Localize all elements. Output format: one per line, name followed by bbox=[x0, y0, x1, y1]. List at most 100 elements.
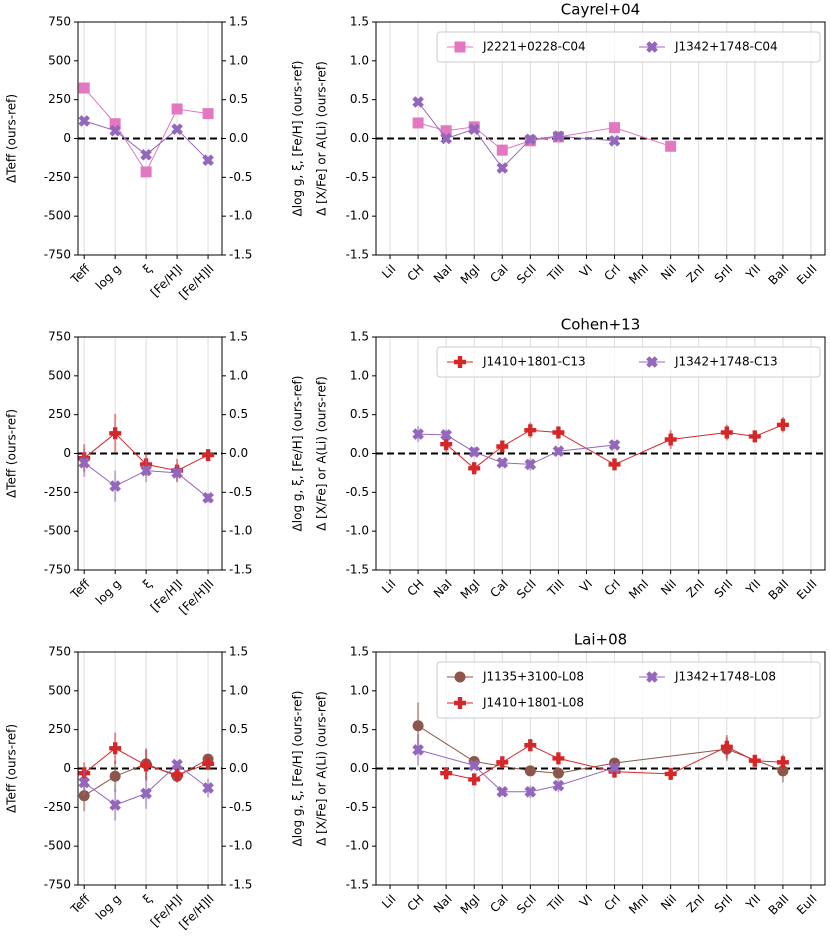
x-tick-label: CaI bbox=[487, 892, 511, 916]
y2-tick-label: -0.5 bbox=[229, 800, 252, 814]
x-tick-label: EuII bbox=[794, 577, 820, 603]
data-point bbox=[468, 773, 481, 786]
x-tick-label: MgI bbox=[458, 262, 483, 287]
y2-tick-label: 0.5 bbox=[229, 407, 248, 421]
data-point bbox=[440, 429, 452, 441]
x-tick-label: NiI bbox=[658, 262, 679, 283]
y-tick-label: 750 bbox=[48, 15, 71, 29]
x-tick-label: NaI bbox=[431, 262, 455, 286]
legend-label: J2221+0228-C04 bbox=[482, 40, 586, 54]
x-tick-label: NaI bbox=[431, 892, 455, 916]
y-tick-label: -1.0 bbox=[346, 839, 369, 853]
y-tick-label: -250 bbox=[44, 170, 71, 184]
data-point bbox=[202, 449, 215, 462]
data-point bbox=[524, 786, 537, 798]
data-point bbox=[608, 458, 621, 471]
legend-marker bbox=[646, 41, 658, 53]
data-point bbox=[496, 786, 509, 798]
x-tick-label: EuII bbox=[794, 892, 820, 918]
data-point bbox=[202, 154, 214, 166]
data-point bbox=[524, 133, 537, 146]
data-point bbox=[468, 123, 480, 135]
y-tick-label: 250 bbox=[48, 407, 71, 421]
y2-tick-label: 0.0 bbox=[229, 131, 248, 145]
x-tick-label: TiII bbox=[544, 892, 567, 915]
y2-axis-label: Δlog g, ξ, [Fe/H] (ours-ref) bbox=[291, 376, 305, 532]
data-point bbox=[720, 740, 733, 753]
legend-label: J1410+1801-L08 bbox=[482, 696, 584, 710]
y-tick-label: 1.5 bbox=[350, 645, 369, 659]
legend-label: J1410+1801-C13 bbox=[482, 355, 586, 369]
y2-tick-label: -1.0 bbox=[229, 839, 252, 853]
x-tick-label: SrII bbox=[712, 892, 736, 916]
data-point bbox=[171, 467, 183, 479]
legend-marker bbox=[646, 356, 658, 368]
data-point bbox=[412, 744, 424, 756]
data-point bbox=[720, 426, 733, 439]
x-tick-label: [Fe/H]II bbox=[176, 892, 216, 932]
data-point bbox=[171, 123, 183, 135]
data-point bbox=[496, 457, 509, 469]
x-tick-label: ScII bbox=[514, 892, 539, 917]
axes-frame bbox=[77, 651, 223, 886]
axes-frame bbox=[77, 21, 223, 256]
data-point bbox=[552, 445, 565, 457]
data-point bbox=[78, 457, 90, 469]
axes-frame bbox=[375, 21, 826, 256]
data-point bbox=[202, 782, 214, 794]
panel-title: Cohen+13 bbox=[561, 316, 641, 334]
y-axis-label: ΔTeff (ours-ref) bbox=[5, 94, 19, 183]
y-tick-label: 1.0 bbox=[350, 683, 369, 697]
y-axis-label: Δ [X/Fe] or A(Li) (ours-ref) bbox=[315, 376, 329, 531]
y2-tick-label: 1.5 bbox=[229, 330, 248, 344]
y-tick-label: -750 bbox=[44, 563, 71, 577]
x-tick-label: NiI bbox=[658, 892, 679, 913]
legend-label: J1342+1748-C13 bbox=[674, 355, 778, 369]
data-point bbox=[109, 742, 122, 755]
y2-tick-label: -0.5 bbox=[229, 170, 252, 184]
data-point bbox=[776, 418, 789, 431]
data-point bbox=[748, 430, 761, 443]
y-tick-label: 0.5 bbox=[350, 92, 369, 106]
data-point bbox=[608, 761, 621, 774]
y2-tick-label: 0.0 bbox=[229, 446, 248, 460]
data-point bbox=[140, 149, 152, 161]
legend-box bbox=[436, 346, 821, 378]
y-tick-label: -500 bbox=[44, 209, 71, 223]
legend-marker bbox=[454, 356, 466, 368]
y-axis-label: ΔTeff (ours-ref) bbox=[5, 409, 19, 498]
data-point bbox=[78, 776, 90, 789]
panel-title: Cayrel+04 bbox=[561, 1, 640, 19]
x-tick-label: MnI bbox=[626, 892, 651, 917]
y2-tick-label: 1.0 bbox=[229, 53, 248, 67]
axes-frame bbox=[375, 651, 826, 886]
x-tick-label: SrII bbox=[712, 262, 736, 286]
data-point bbox=[109, 480, 121, 492]
x-tick-label: ξ bbox=[140, 892, 155, 907]
data-point bbox=[496, 756, 509, 769]
legend-box bbox=[436, 661, 821, 719]
x-tick-label: MgI bbox=[458, 892, 483, 917]
y2-tick-label: 1.5 bbox=[229, 645, 248, 659]
data-point bbox=[171, 103, 183, 115]
y-tick-label: -1.0 bbox=[346, 524, 369, 538]
x-tick-label: ScII bbox=[514, 577, 539, 602]
y-tick-label: -1.5 bbox=[346, 248, 369, 262]
x-tick-label: [Fe/H]II bbox=[176, 577, 216, 617]
legend-marker bbox=[454, 697, 466, 709]
data-point bbox=[440, 767, 453, 780]
data-point bbox=[202, 757, 215, 770]
series-line bbox=[446, 744, 783, 780]
legend-marker bbox=[646, 671, 658, 683]
x-tick-label: BaII bbox=[766, 577, 792, 603]
data-point bbox=[496, 162, 509, 174]
legend-box bbox=[436, 31, 821, 63]
data-point bbox=[777, 765, 789, 777]
y2-tick-label: -1.5 bbox=[229, 248, 252, 262]
y-axis-label: ΔTeff (ours-ref) bbox=[5, 724, 19, 813]
y2-tick-label: 1.0 bbox=[229, 683, 248, 697]
x-tick-label: log g bbox=[93, 262, 124, 293]
data-point bbox=[109, 118, 121, 130]
x-tick-label: VI bbox=[577, 262, 595, 280]
